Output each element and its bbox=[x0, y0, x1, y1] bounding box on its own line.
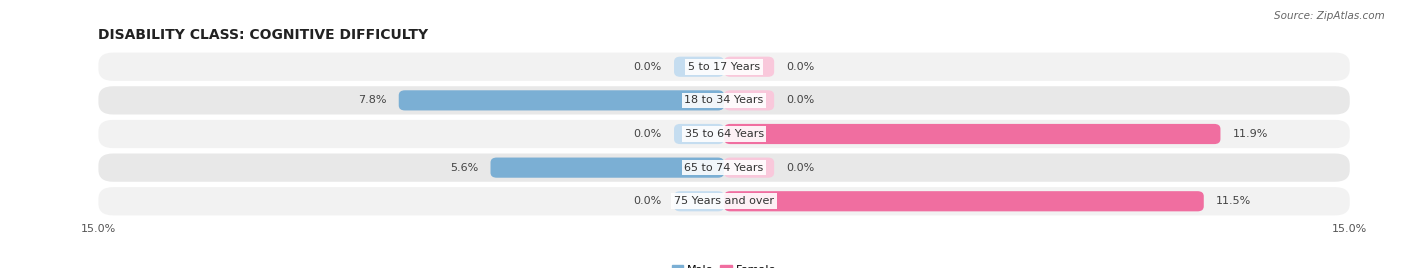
FancyBboxPatch shape bbox=[491, 158, 724, 178]
FancyBboxPatch shape bbox=[724, 57, 775, 77]
FancyBboxPatch shape bbox=[98, 53, 1350, 81]
Text: 11.9%: 11.9% bbox=[1233, 129, 1268, 139]
Text: Source: ZipAtlas.com: Source: ZipAtlas.com bbox=[1274, 11, 1385, 21]
Text: 0.0%: 0.0% bbox=[633, 62, 661, 72]
FancyBboxPatch shape bbox=[98, 86, 1350, 114]
FancyBboxPatch shape bbox=[399, 90, 724, 110]
Text: 0.0%: 0.0% bbox=[787, 163, 815, 173]
Text: 18 to 34 Years: 18 to 34 Years bbox=[685, 95, 763, 105]
Text: 11.5%: 11.5% bbox=[1216, 196, 1251, 206]
Text: 75 Years and over: 75 Years and over bbox=[673, 196, 775, 206]
Legend: Male, Female: Male, Female bbox=[668, 260, 780, 268]
Text: 5.6%: 5.6% bbox=[450, 163, 478, 173]
Text: 0.0%: 0.0% bbox=[633, 129, 661, 139]
FancyBboxPatch shape bbox=[673, 124, 724, 144]
Text: 5 to 17 Years: 5 to 17 Years bbox=[688, 62, 761, 72]
Text: 35 to 64 Years: 35 to 64 Years bbox=[685, 129, 763, 139]
FancyBboxPatch shape bbox=[724, 191, 1204, 211]
FancyBboxPatch shape bbox=[98, 120, 1350, 148]
FancyBboxPatch shape bbox=[724, 124, 1220, 144]
FancyBboxPatch shape bbox=[724, 158, 775, 178]
FancyBboxPatch shape bbox=[724, 90, 775, 110]
FancyBboxPatch shape bbox=[98, 154, 1350, 182]
Text: 0.0%: 0.0% bbox=[787, 95, 815, 105]
Text: 0.0%: 0.0% bbox=[787, 62, 815, 72]
Text: 65 to 74 Years: 65 to 74 Years bbox=[685, 163, 763, 173]
Text: 7.8%: 7.8% bbox=[357, 95, 387, 105]
Text: 0.0%: 0.0% bbox=[633, 196, 661, 206]
Text: DISABILITY CLASS: COGNITIVE DIFFICULTY: DISABILITY CLASS: COGNITIVE DIFFICULTY bbox=[98, 28, 429, 42]
FancyBboxPatch shape bbox=[673, 191, 724, 211]
FancyBboxPatch shape bbox=[673, 57, 724, 77]
FancyBboxPatch shape bbox=[98, 187, 1350, 215]
